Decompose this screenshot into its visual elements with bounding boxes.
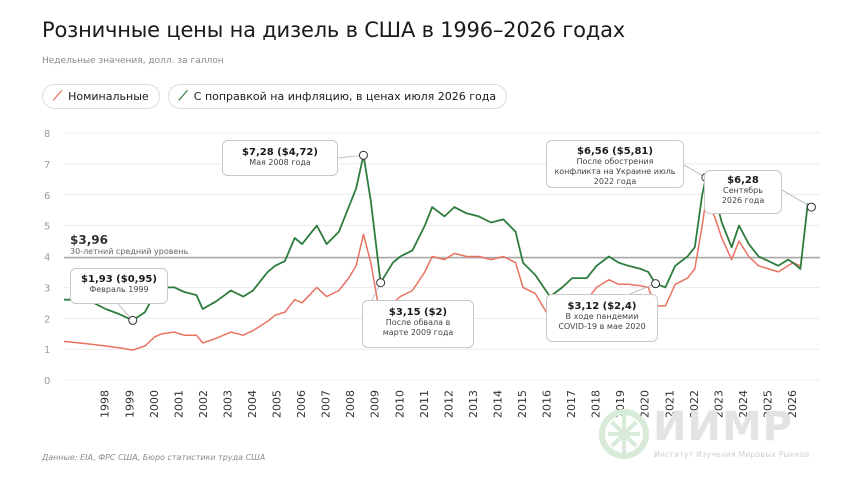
source-note: Данные: EIA, ФРС США, Бюро статистики тр… xyxy=(42,453,266,462)
x-tick-label: 2018 xyxy=(590,390,603,418)
real-line-icon: ⟋ xyxy=(178,89,188,104)
annotation-2020-value: $3,12 ($2,4) xyxy=(567,301,637,312)
annotation-2008: $7,28 ($4,72) Мая 2008 года xyxy=(222,140,338,176)
logo-name: ИИМР xyxy=(653,404,794,450)
x-tick-label: 2000 xyxy=(148,390,161,418)
x-tick-label: 2017 xyxy=(565,390,578,418)
annotation-marker xyxy=(806,202,816,212)
y-tick-label: 0 xyxy=(44,376,50,387)
annotation-marker xyxy=(376,278,386,288)
legend-label-real: С поправкой на инфляцию, в ценах июля 20… xyxy=(193,90,497,103)
y-tick-label: 7 xyxy=(44,160,50,171)
x-tick-label: 2016 xyxy=(541,390,554,418)
annotation-1999-value: $1,93 ($0,95) xyxy=(81,274,157,285)
average-value: $3,96 xyxy=(70,233,108,247)
y-tick-label: 5 xyxy=(44,222,50,233)
x-tick-label: 2010 xyxy=(393,390,406,418)
nominal-line-icon: ⟋ xyxy=(53,89,63,104)
annotation-marker xyxy=(128,315,138,325)
x-tick-label: 2005 xyxy=(271,390,284,418)
x-tick-label: 2020 xyxy=(639,390,652,418)
x-tick-label: 2026 xyxy=(786,390,799,418)
x-tick-label: 2023 xyxy=(712,390,725,418)
annotation-2009: $3,15 ($2) После обвала в марте 2009 год… xyxy=(362,300,474,348)
average-label: 30-летний средний уровень xyxy=(70,247,189,256)
x-tick-label: 2024 xyxy=(737,390,750,418)
legend-label-nominal: Номинальные xyxy=(68,90,149,103)
annotation-2026: $6,28 Сентябрь 2026 года xyxy=(704,170,782,214)
x-tick-label: 1998 xyxy=(99,390,112,418)
x-tick-label: 2003 xyxy=(221,390,234,418)
x-tick-label: 2009 xyxy=(369,390,382,418)
annotation-2009-note: После обвала в марте 2009 года xyxy=(382,318,454,337)
x-tick-label: 2011 xyxy=(418,390,431,418)
y-tick-label: 3 xyxy=(44,283,50,294)
x-tick-label: 2013 xyxy=(467,390,480,418)
annotation-2022-note: После обострения конфликта на Украине ию… xyxy=(554,157,676,186)
annotation-2008-value: $7,28 ($4,72) xyxy=(242,147,318,158)
y-tick-label: 4 xyxy=(44,253,50,264)
page-title: Розничные цены на дизель в США в 1996–20… xyxy=(42,18,625,42)
real-series-line xyxy=(64,154,812,322)
annotation-1999: $1,93 ($0,95) Февраль 1999 xyxy=(70,268,168,304)
legend: ⟋ Номинальные ⟋ С поправкой на инфляцию,… xyxy=(42,84,508,109)
x-tick-label: 2025 xyxy=(761,390,774,418)
annotation-2020: $3,12 ($2,4) В ходе пандемии COVID-19 в … xyxy=(546,294,658,342)
y-tick-label: 6 xyxy=(44,191,50,202)
x-tick-label: 2022 xyxy=(688,390,701,418)
annotation-1999-note: Февраль 1999 xyxy=(89,285,149,294)
annotation-leader xyxy=(781,189,812,208)
x-tick-label: 2001 xyxy=(172,390,185,418)
globe-logo-icon xyxy=(599,409,649,459)
annotation-marker xyxy=(358,150,368,160)
x-tick-label: 2021 xyxy=(663,390,676,418)
annotation-2009-value: $3,15 ($2) xyxy=(388,307,448,318)
legend-item-real[interactable]: ⟋ С поправкой на инфляцию, в ценах июля … xyxy=(167,84,508,109)
x-tick-label: 2004 xyxy=(246,390,259,418)
x-tick-label: 2008 xyxy=(344,390,357,418)
annotation-marker xyxy=(651,279,661,289)
annotation-2022-value: $6,56 ($5,81) xyxy=(577,146,653,157)
logo-tagline: Институт Изучения Мировых Рынков xyxy=(654,450,810,459)
annotation-leader xyxy=(629,283,656,295)
y-tick-label: 1 xyxy=(44,345,50,356)
x-tick-label: 2006 xyxy=(295,390,308,418)
x-tick-label: 1999 xyxy=(123,390,136,418)
x-tick-label: 2012 xyxy=(442,390,455,418)
x-tick-label: 2007 xyxy=(320,390,333,418)
x-tick-label: 2015 xyxy=(516,390,529,418)
annotation-2026-note: Сентябрь 2026 года xyxy=(721,186,765,205)
legend-item-nominal[interactable]: ⟋ Номинальные xyxy=(42,84,160,109)
y-tick-label: 8 xyxy=(44,129,50,140)
nominal-series-line xyxy=(63,199,801,351)
x-tick-label: 2014 xyxy=(491,390,504,418)
y-tick-label: 2 xyxy=(44,314,50,325)
annotation-2022: $6,56 ($5,81) После обострения конфликта… xyxy=(546,140,684,188)
annotation-2020-note: В ходе пандемии COVID-19 в мае 2020 xyxy=(558,312,646,331)
page-subtitle: Недельные значения, долл. за галлон xyxy=(42,56,224,66)
annotation-2026-value: $6,28 xyxy=(727,175,759,186)
annotation-2008-note: Мая 2008 года xyxy=(249,158,311,167)
x-tick-label: 2002 xyxy=(197,390,210,418)
